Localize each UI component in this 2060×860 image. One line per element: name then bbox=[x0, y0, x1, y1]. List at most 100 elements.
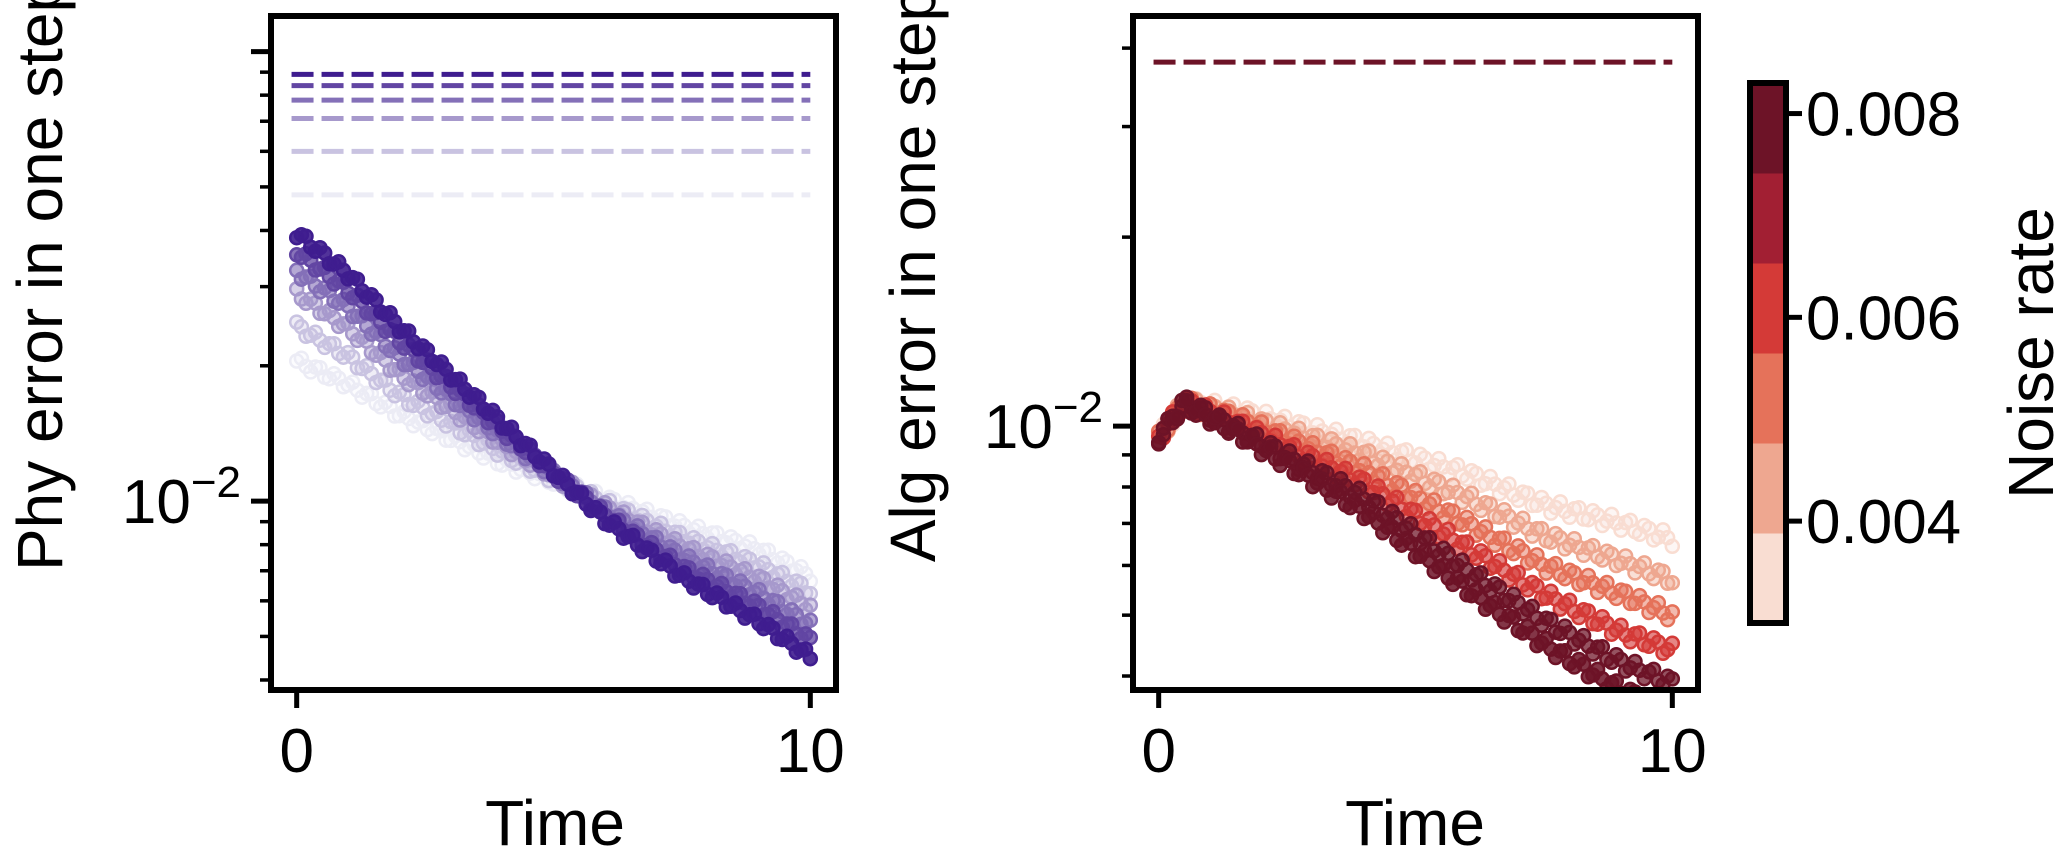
data-point bbox=[1633, 698, 1646, 711]
data-point bbox=[1491, 579, 1508, 595]
data-point bbox=[1445, 503, 1461, 519]
left-axes-frame bbox=[268, 13, 839, 693]
right-x-axis-label: Time bbox=[1345, 787, 1485, 859]
data-point bbox=[1608, 673, 1625, 689]
left-plot-area bbox=[288, 71, 819, 667]
data-point bbox=[372, 372, 389, 388]
data-point bbox=[802, 597, 819, 613]
colorbar-segment bbox=[1750, 533, 1786, 624]
data-point bbox=[1333, 484, 1349, 500]
data-point bbox=[1407, 502, 1424, 519]
series-6 bbox=[1150, 392, 1670, 714]
data-point bbox=[1664, 671, 1681, 687]
colorbar-segment bbox=[1750, 83, 1786, 174]
data-point bbox=[1617, 548, 1634, 564]
data-point bbox=[1655, 522, 1671, 538]
colorbar-segments bbox=[1750, 83, 1786, 624]
colorbar-tick-label: 0.006 bbox=[1806, 284, 1961, 353]
data-point bbox=[1657, 701, 1670, 714]
data-point bbox=[1496, 530, 1512, 546]
data-point bbox=[321, 335, 338, 352]
colorbar-ticks: 0.004 0.006 0.008 bbox=[1786, 81, 1961, 557]
data-point bbox=[802, 650, 819, 667]
data-point bbox=[1575, 656, 1592, 673]
data-point bbox=[1459, 534, 1475, 550]
data-point bbox=[1211, 408, 1228, 424]
data-point bbox=[1150, 436, 1167, 452]
right-x-ticks: 0 10 bbox=[1141, 690, 1707, 786]
data-point bbox=[1664, 604, 1681, 620]
left-panel: 10−2 0 10 Time Phy error in one step bbox=[4, 0, 845, 859]
left-x-ticks: 0 10 bbox=[279, 690, 845, 786]
data-point bbox=[344, 374, 361, 390]
data-point bbox=[1543, 611, 1559, 628]
x-tick-label: 10 bbox=[1638, 717, 1707, 786]
data-point bbox=[1664, 635, 1681, 652]
y-tick-exponent: −2 bbox=[191, 458, 241, 507]
y-tick-exponent: −2 bbox=[1053, 383, 1103, 432]
data-point bbox=[1557, 642, 1573, 659]
data-point bbox=[1529, 521, 1545, 537]
data-point bbox=[704, 525, 721, 541]
left-y-axis-label: Phy error in one step bbox=[4, 0, 76, 571]
colorbar-segment bbox=[1750, 173, 1786, 264]
data-point bbox=[1491, 530, 1508, 547]
data-point bbox=[1659, 611, 1676, 628]
data-point bbox=[1529, 578, 1545, 594]
data-point bbox=[358, 385, 375, 402]
data-point bbox=[1403, 535, 1419, 552]
y-tick-base: 10 bbox=[984, 393, 1053, 462]
right-y-ticks: 10−2 bbox=[984, 46, 1133, 678]
right-axes-frame bbox=[1130, 13, 1701, 693]
right-y-axis-label: Alg error in one step bbox=[877, 0, 949, 562]
colorbar-segment bbox=[1750, 353, 1786, 444]
data-point bbox=[1435, 557, 1452, 573]
data-point bbox=[1594, 639, 1611, 655]
y-tick-base: 10 bbox=[122, 468, 191, 537]
data-point bbox=[1482, 468, 1498, 485]
data-point bbox=[1510, 564, 1526, 581]
data-point bbox=[1505, 609, 1522, 625]
x-tick-label: 10 bbox=[776, 717, 845, 786]
data-point bbox=[1477, 547, 1494, 564]
x-tick-label: 0 bbox=[1141, 717, 1175, 786]
data-point bbox=[1664, 574, 1681, 591]
x-tick-label: 0 bbox=[279, 717, 313, 786]
data-point bbox=[1482, 496, 1498, 512]
colorbar-frame bbox=[1747, 80, 1789, 626]
colorbar-segment bbox=[1750, 263, 1786, 354]
y-tick-label: 10−2 bbox=[122, 458, 241, 537]
colorbar-tick-label: 0.004 bbox=[1806, 488, 1961, 557]
data-point bbox=[358, 357, 375, 374]
data-point bbox=[1230, 421, 1246, 437]
data-point bbox=[1647, 697, 1660, 710]
data-point bbox=[802, 612, 819, 628]
data-point bbox=[1421, 529, 1438, 546]
data-point bbox=[1638, 696, 1651, 709]
series-2 bbox=[1150, 391, 1681, 592]
colorbar-label: Noise rate bbox=[1995, 207, 2060, 499]
left-y-ticks: 10−2 bbox=[122, 49, 271, 682]
data-point bbox=[1624, 689, 1628, 690]
series-group bbox=[288, 71, 819, 667]
data-point bbox=[1454, 573, 1470, 589]
data-point bbox=[1580, 603, 1597, 619]
data-point bbox=[1169, 409, 1186, 425]
data-point bbox=[1384, 519, 1400, 535]
colorbar-tick-label: 0.008 bbox=[1806, 81, 1961, 150]
y-tick-label: 10−2 bbox=[984, 383, 1103, 462]
series-6 bbox=[288, 226, 819, 667]
right-plot-area bbox=[1150, 59, 1681, 714]
data-point bbox=[293, 350, 310, 367]
series-group bbox=[1150, 59, 1681, 714]
data-point bbox=[1473, 565, 1489, 581]
data-point bbox=[1281, 452, 1298, 469]
data-point bbox=[1431, 450, 1447, 467]
data-point bbox=[1664, 538, 1681, 555]
colorbar: 0.004 0.006 0.008 Noise rate bbox=[1747, 80, 2060, 626]
data-point bbox=[1407, 482, 1424, 499]
left-x-axis-label: Time bbox=[485, 787, 625, 859]
colorbar-segment bbox=[1750, 443, 1786, 534]
right-panel: 10−2 0 10 Time Alg error in one step bbox=[877, 0, 1707, 859]
